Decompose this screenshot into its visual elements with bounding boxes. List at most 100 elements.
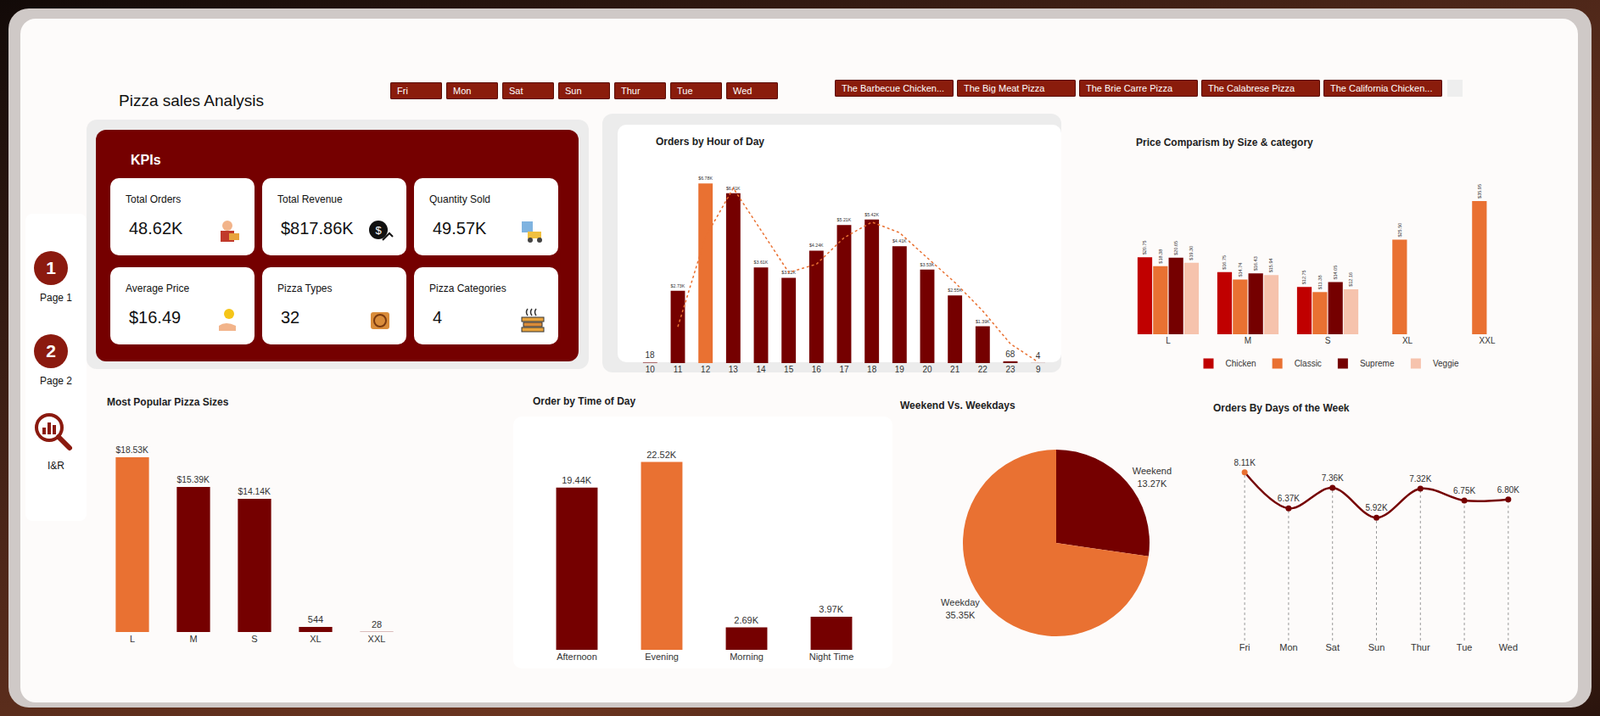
svg-text:$: $ xyxy=(374,223,382,237)
svg-text:14: 14 xyxy=(755,364,767,375)
svg-text:15: 15 xyxy=(783,364,795,375)
svg-text:L: L xyxy=(129,633,135,644)
svg-text:Fri: Fri xyxy=(1239,642,1251,653)
svg-text:$15.39K: $15.39K xyxy=(176,475,210,485)
svg-text:22.52K: 22.52K xyxy=(646,449,677,460)
svg-text:68: 68 xyxy=(1005,349,1016,359)
html-text:49.57K: 49.57K xyxy=(432,218,487,238)
svg-text:S: S xyxy=(1325,335,1332,346)
svg-text:Sat: Sat xyxy=(1325,642,1340,653)
svg-text:$14.74: $14.74 xyxy=(1237,262,1243,278)
svg-text:S: S xyxy=(251,633,258,644)
html-text:Page 2: Page 2 xyxy=(39,374,73,387)
svg-text:$19.30: $19.30 xyxy=(1188,246,1194,261)
svg-text:$6.78K: $6.78K xyxy=(698,175,713,181)
svg-text:$4.24K: $4.24K xyxy=(809,242,824,248)
svg-text:7.32K: 7.32K xyxy=(1409,474,1432,484)
svg-text:$14.14K: $14.14K xyxy=(237,486,271,497)
svg-text:21: 21 xyxy=(950,364,961,375)
svg-text:12: 12 xyxy=(700,364,711,375)
svg-text:13: 13 xyxy=(728,364,739,375)
svg-text:$14.05: $14.05 xyxy=(1332,265,1338,280)
svg-text:2.69K: 2.69K xyxy=(733,615,759,626)
svg-text:Morning: Morning xyxy=(729,651,764,662)
svg-text:Mon: Mon xyxy=(1279,642,1298,653)
svg-text:$3.61K: $3.61K xyxy=(754,259,769,265)
svg-text:6.80K: 6.80K xyxy=(1497,485,1520,495)
svg-text:$5.21K: $5.21K xyxy=(837,217,852,223)
svg-text:6.37K: 6.37K xyxy=(1277,493,1300,504)
svg-text:19.44K: 19.44K xyxy=(561,475,593,486)
svg-text:$35.95: $35.95 xyxy=(1476,184,1483,199)
html-text:Page 1: Page 1 xyxy=(39,291,73,304)
html-text:KPIs: KPIs xyxy=(130,152,161,168)
svg-text:4: 4 xyxy=(1035,351,1041,361)
svg-text:22: 22 xyxy=(978,364,989,375)
svg-text:$18.53K: $18.53K xyxy=(115,445,149,455)
html-text:$817.86K: $817.86K xyxy=(280,218,354,238)
svg-text:$2.73K: $2.73K xyxy=(671,283,686,289)
svg-text:Night Time: Night Time xyxy=(809,651,855,662)
svg-text:Tue: Tue xyxy=(1456,642,1473,653)
svg-text:$6.41K: $6.41K xyxy=(726,185,741,191)
html-text:Total Orders: Total Orders xyxy=(125,193,182,206)
html-text:32: 32 xyxy=(280,307,300,327)
svg-text:$20.65: $20.65 xyxy=(1173,240,1179,256)
svg-text:6.75K: 6.75K xyxy=(1453,486,1476,496)
svg-text:18: 18 xyxy=(867,364,878,375)
svg-text:Weekday35.35K: Weekday35.35K xyxy=(940,597,980,620)
svg-text:18: 18 xyxy=(645,350,656,360)
svg-text:$16.75: $16.75 xyxy=(1221,255,1227,270)
svg-text:M: M xyxy=(1244,335,1252,346)
svg-text:XL: XL xyxy=(1402,335,1414,346)
svg-text:Veggie: Veggie xyxy=(1432,358,1460,369)
html-text:Pizza sales Analysis: Pizza sales Analysis xyxy=(118,91,264,110)
svg-text:$3.53K: $3.53K xyxy=(920,262,935,268)
svg-text:7.36K: 7.36K xyxy=(1321,473,1344,483)
svg-text:9: 9 xyxy=(1035,364,1041,375)
html-text:I&R: I&R xyxy=(47,459,65,472)
svg-text:Sun: Sun xyxy=(1368,642,1386,653)
svg-text:$4.41K: $4.41K xyxy=(892,238,907,244)
svg-text:$2.55K: $2.55K xyxy=(947,287,963,293)
svg-text:Supreme: Supreme xyxy=(1359,358,1395,369)
svg-text:$5.42K: $5.42K xyxy=(864,212,879,218)
svg-text:11: 11 xyxy=(673,364,683,375)
svg-text:8.11K: 8.11K xyxy=(1233,458,1256,468)
svg-text:17: 17 xyxy=(839,364,850,375)
svg-text:28: 28 xyxy=(371,619,382,630)
svg-text:XL: XL xyxy=(309,633,321,644)
svg-text:Thur: Thur xyxy=(1410,642,1431,653)
svg-text:$15.94: $15.94 xyxy=(1268,257,1274,273)
svg-text:$1.39K: $1.39K xyxy=(975,318,991,325)
svg-text:L: L xyxy=(1165,335,1171,346)
html-text:48.62K: 48.62K xyxy=(128,218,183,238)
svg-text:Weekend13.27K: Weekend13.27K xyxy=(1132,465,1172,488)
svg-text:$11.38: $11.38 xyxy=(1317,274,1323,290)
svg-text:Wed: Wed xyxy=(1499,642,1518,653)
svg-text:Classic: Classic xyxy=(1294,358,1322,369)
svg-text:XXL: XXL xyxy=(368,633,387,644)
svg-text:20: 20 xyxy=(922,364,933,375)
svg-text:$3.22K: $3.22K xyxy=(781,269,796,275)
svg-text:Chicken: Chicken xyxy=(1225,358,1257,369)
svg-text:544: 544 xyxy=(307,614,324,625)
svg-text:16: 16 xyxy=(811,364,823,375)
svg-text:$25.50: $25.50 xyxy=(1397,223,1403,238)
svg-text:$12.75: $12.75 xyxy=(1301,269,1307,285)
html-text:Total Revenue: Total Revenue xyxy=(277,193,343,206)
svg-text:23: 23 xyxy=(1005,364,1016,375)
svg-text:$12.16: $12.16 xyxy=(1348,272,1354,287)
svg-text:5.92K: 5.92K xyxy=(1365,503,1388,513)
svg-text:$18.38: $18.38 xyxy=(1158,249,1164,264)
svg-text:M: M xyxy=(189,633,197,644)
svg-text:10: 10 xyxy=(645,364,656,375)
html-text:$16.49: $16.49 xyxy=(128,307,181,327)
svg-text:Evening: Evening xyxy=(644,651,679,662)
svg-text:$20.75: $20.75 xyxy=(1141,240,1147,255)
svg-text:$16.43: $16.43 xyxy=(1253,256,1259,271)
svg-text:Afternoon: Afternoon xyxy=(556,651,598,662)
svg-text:XXL: XXL xyxy=(1479,335,1496,346)
svg-text:3.97K: 3.97K xyxy=(818,604,844,615)
svg-text:19: 19 xyxy=(895,364,906,375)
